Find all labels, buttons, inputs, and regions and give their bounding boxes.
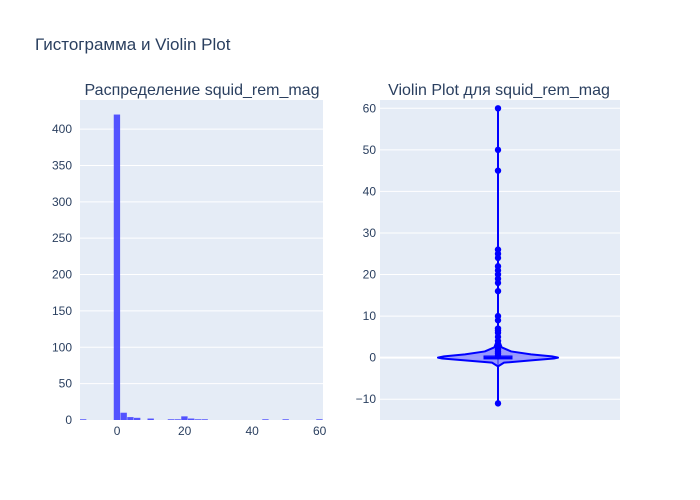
histogram-y-tick-label: 200	[52, 268, 72, 282]
histogram-x-tick-label: 20	[178, 424, 192, 438]
figure-title: Гистограмма и Violin Plot	[35, 35, 231, 54]
histogram-plot-area	[80, 100, 323, 420]
histogram-x-tick-label: 0	[114, 424, 121, 438]
violin-point	[494, 312, 502, 320]
violin-panel: −10 0 10 20 30 40 50 60 Violin Plot для squid_r…	[356, 82, 620, 420]
histogram-x-ticks: 0 20 40 60	[114, 424, 327, 438]
violin-y-tick-label: −10	[356, 392, 377, 406]
histogram-x-tick-label: 40	[245, 424, 259, 438]
violin-y-tick-label: 60	[363, 101, 377, 115]
violin-point	[494, 146, 502, 154]
violin-point	[494, 287, 502, 295]
violin-y-tick-label: 50	[363, 143, 377, 157]
violin-point	[494, 400, 502, 407]
histogram-bar	[201, 419, 208, 420]
histogram-gridlines	[80, 128, 323, 385]
histogram-bar	[181, 416, 188, 420]
histogram-bar	[127, 417, 134, 420]
violin-y-tick-label: 10	[363, 309, 377, 323]
histogram-y-tick-label: 0	[65, 413, 72, 427]
histogram-y-tick-label: 50	[59, 377, 73, 391]
histogram-bar	[147, 418, 154, 420]
histogram-y-tick-label: 350	[52, 158, 72, 172]
histogram-bar	[134, 417, 141, 420]
histogram-y-tick-label: 100	[52, 340, 72, 354]
histogram-bars	[80, 114, 323, 420]
violin-point	[494, 246, 502, 253]
histogram-bar	[282, 419, 289, 420]
violin-y-tick-label: 30	[363, 226, 377, 240]
histogram-y-tick-label: 150	[52, 304, 72, 318]
histogram-bar	[194, 419, 202, 420]
histogram-bar	[80, 419, 87, 420]
histogram-bar	[113, 114, 121, 420]
histogram-y-tick-label: 250	[52, 231, 72, 245]
histogram-y-ticks: 0 50 100 150 200 250 300 350 400	[52, 122, 72, 427]
violin-point	[494, 167, 502, 174]
histogram-bar	[188, 418, 195, 420]
histogram-panel: 0 50 100 150 200 250 300 350 400 0 20 40 60 Распред…	[52, 82, 327, 438]
violin-y-tick-label: 40	[363, 184, 377, 198]
violin-y-tick-label: 20	[363, 268, 377, 282]
histogram-bar	[262, 419, 269, 420]
histogram-bar	[167, 419, 175, 420]
histogram-bar	[316, 419, 323, 420]
violin-title: Violin Plot для squid_rem_mag	[388, 82, 610, 99]
histogram-y-tick-label: 400	[52, 122, 72, 136]
histogram-x-tick-label: 60	[313, 424, 327, 438]
histogram-title: Распределение squid_rem_mag	[85, 82, 320, 99]
histogram-bar	[174, 419, 181, 420]
violin-point	[494, 325, 502, 332]
violin-y-ticks: −10 0 10 20 30 40 50 60	[356, 101, 377, 406]
violin-y-tick-label: 0	[369, 351, 376, 365]
histogram-y-tick-label: 300	[52, 195, 72, 209]
histogram-bar	[120, 412, 127, 420]
violin-point	[494, 105, 502, 112]
violin-point	[494, 263, 502, 270]
violin-points	[494, 105, 502, 407]
